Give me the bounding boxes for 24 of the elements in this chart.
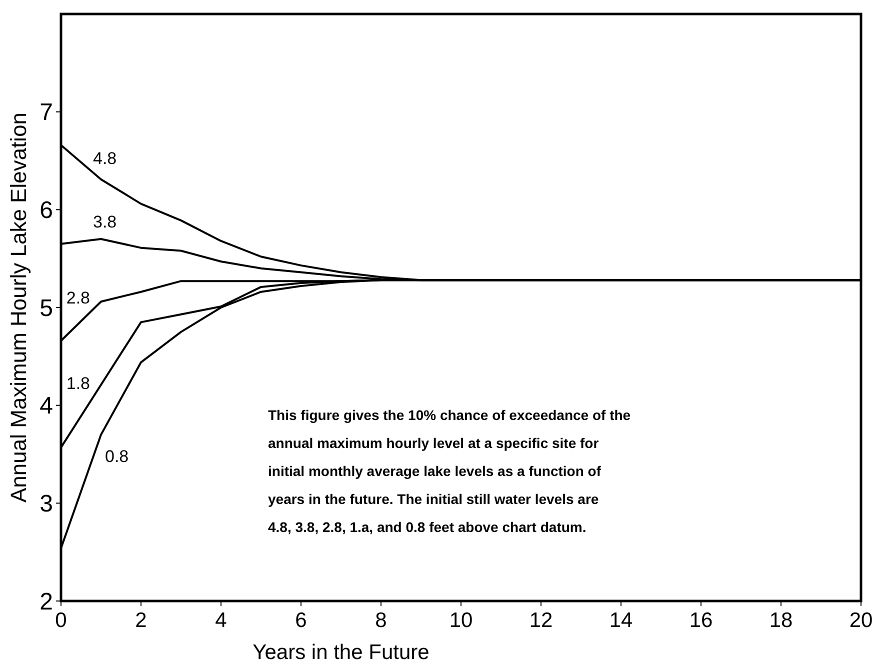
y-axis-title: Annual Maximum Hourly Lake Elevation — [6, 112, 31, 503]
x-tick-label: 12 — [529, 609, 553, 632]
y-tick-label: 6 — [40, 197, 53, 224]
x-tick-label: 10 — [449, 609, 473, 632]
y-tick-label: 7 — [40, 99, 53, 126]
series-label: 1.8 — [66, 374, 90, 394]
x-tick-label: 14 — [609, 609, 633, 632]
x-tick-label: 4 — [215, 609, 228, 632]
x-tick-label: 2 — [135, 609, 147, 632]
x-tick-label: 20 — [849, 609, 873, 632]
series-label: 4.8 — [93, 148, 117, 168]
series-label: 2.8 — [66, 288, 90, 308]
x-tick-label: 6 — [295, 609, 307, 632]
x-tick-label: 18 — [769, 609, 793, 632]
series-label: 0.8 — [105, 447, 129, 466]
y-tick-label: 3 — [40, 490, 53, 518]
y-tick-label: 4 — [40, 392, 53, 420]
series-label: 3.8 — [93, 212, 117, 232]
y-tick-label: 5 — [40, 294, 53, 322]
x-tick-label: 16 — [689, 609, 713, 632]
x-tick-label: 0 — [55, 609, 67, 632]
x-tick-label: 8 — [375, 609, 387, 632]
x-axis-title: Years in the Future — [252, 641, 430, 664]
annotation: This figure gives the 10% chance of exceedance of the annual maximum hourly level at a specific site for initial monthly average lake levels as a function of years in the future. The initial still water levels are 4.8, 3.8, 2.8, 1.a, and 0.8 feet above chart datum. — [268, 407, 631, 535]
